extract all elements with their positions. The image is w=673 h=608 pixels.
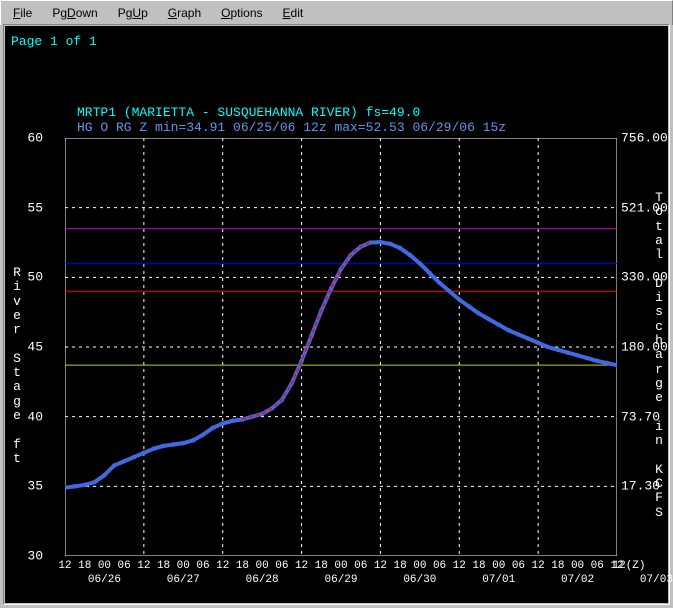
x-tick: 12 (137, 560, 150, 572)
menu-options[interactable]: Options (211, 4, 272, 22)
x-tick: 06 (275, 560, 288, 572)
x-tick: 00 (334, 560, 347, 572)
y-axis-right: 17.3073.70180.00330.00521.00756.00 (617, 138, 672, 556)
x-tick: 06 (354, 560, 367, 572)
x-tick: 00 (177, 560, 190, 572)
menu-edit[interactable]: Edit (273, 4, 314, 22)
x-tick: 06 (433, 560, 446, 572)
x-tick: 18 (472, 560, 485, 572)
x-date: 06/30 (403, 574, 436, 586)
x-tick: 18 (551, 560, 564, 572)
y-right-tick: 330.00 (621, 270, 668, 285)
x-axis: 12 18 00 06 12 18 00 06 12 18 00 06 12 18 00 06 12 18 00 06… (65, 556, 617, 596)
x-tick: 12 (374, 560, 387, 572)
x-tick: 18 (394, 560, 407, 572)
y-right-tick: 73.70 (621, 409, 660, 424)
x-date: 07/02 (561, 574, 594, 586)
y-left-tick: 50 (27, 270, 43, 285)
x-tick: 00 (571, 560, 584, 572)
y-right-tick: 17.30 (621, 479, 660, 494)
plot-svg (65, 138, 617, 556)
page-indicator: Page 1 of 1 (11, 34, 97, 49)
x-date: 06/27 (167, 574, 200, 586)
x-tick: 06 (591, 560, 604, 572)
y-right-tick: 756.00 (621, 131, 668, 146)
menu-pgup[interactable]: PgUp (108, 4, 158, 22)
x-tick: 18 (315, 560, 328, 572)
x-tick: 12 (295, 560, 308, 572)
y-left-tick: 40 (27, 409, 43, 424)
x-tick: 18 (78, 560, 91, 572)
y-left-tick: 60 (27, 131, 43, 146)
x-tick: 00 (98, 560, 111, 572)
plot-region (65, 138, 617, 556)
y-left-tick: 30 (27, 549, 43, 564)
y-left-tick: 35 (27, 479, 43, 494)
menu-graph[interactable]: Graph (158, 4, 211, 22)
x-date: 07/03 (640, 574, 673, 586)
x-tick: 12 (453, 560, 466, 572)
chart-title: MRTP1 (MARIETTA - SUSQUEHANNA RIVER) fs=… (77, 105, 420, 120)
chart-frame: Page 1 of 1 MRTP1 (MARIETTA - SUSQUEHANN… (3, 24, 670, 605)
x-date: 06/26 (88, 574, 121, 586)
x-tick: 00 (413, 560, 426, 572)
chart-subtitle: HG O RG Z min=34.91 06/25/06 12z max=52.… (77, 120, 506, 135)
x-tick: 06 (512, 560, 525, 572)
y-left-tick: 55 (27, 200, 43, 215)
x-tick: 06 (118, 560, 131, 572)
x-date: 06/29 (324, 574, 357, 586)
x-tick: 12 (532, 560, 545, 572)
y-axis-left: 30354045505560 (5, 138, 65, 556)
chart-area: Page 1 of 1 MRTP1 (MARIETTA - SUSQUEHANN… (5, 26, 668, 603)
y-right-tick: 521.00 (621, 200, 668, 215)
x-tick: 18 (236, 560, 249, 572)
x-tick: 00 (256, 560, 269, 572)
menu-pgdown[interactable]: PgDown (42, 4, 107, 22)
x-date: 06/28 (246, 574, 279, 586)
menubar: File PgDown PgUp Graph Options Edit (0, 0, 673, 25)
x-tick: 06 (196, 560, 209, 572)
x-tick: 12 (216, 560, 229, 572)
x-tick: 18 (157, 560, 170, 572)
y-right-tick: 180.00 (621, 340, 668, 355)
x-date: 07/01 (482, 574, 515, 586)
x-tick: 12 (58, 560, 71, 572)
x-tick-z: 12(Z) (612, 560, 645, 572)
x-tick: 00 (492, 560, 505, 572)
menu-file[interactable]: File (3, 4, 42, 22)
y-left-tick: 45 (27, 340, 43, 355)
